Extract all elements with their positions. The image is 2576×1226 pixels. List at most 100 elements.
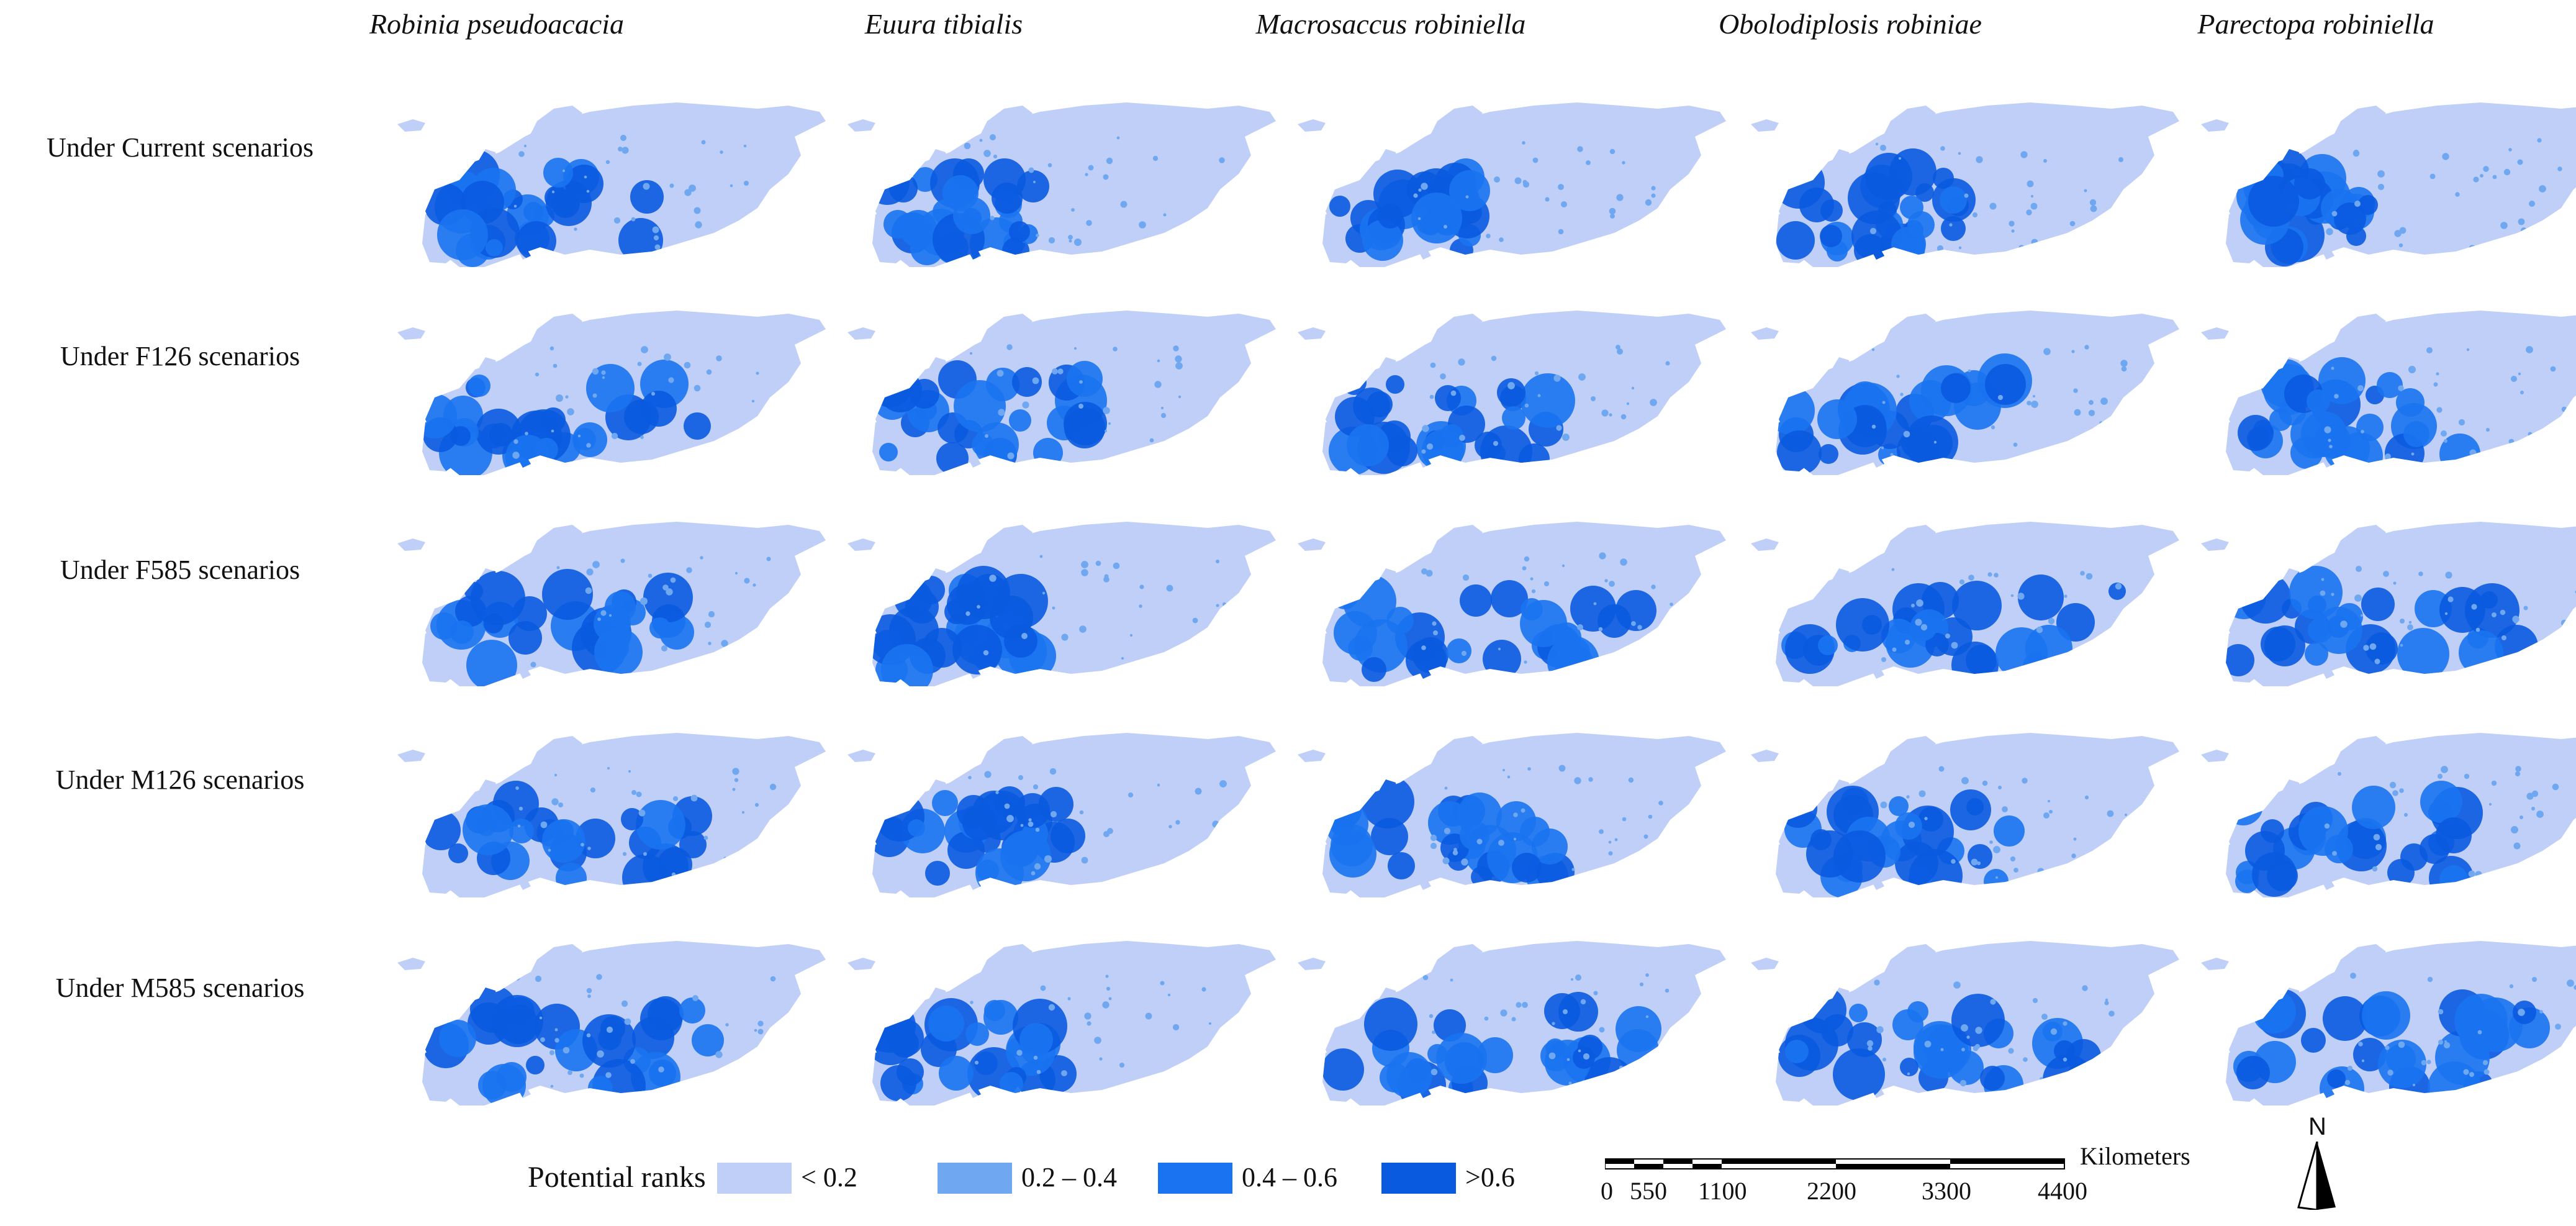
row-label-current: Under Current scenarios bbox=[46, 132, 314, 163]
high-suitability-patch bbox=[605, 637, 629, 660]
high-suitability-patch bbox=[1347, 424, 1389, 466]
suitability-speck bbox=[694, 384, 701, 392]
suitability-speck bbox=[608, 614, 612, 617]
high-suitability-patch bbox=[1521, 373, 1575, 428]
high-suitability-patch bbox=[2261, 819, 2284, 843]
high-suitability-patch bbox=[952, 625, 1002, 674]
high-suitability-patch bbox=[928, 1006, 964, 1042]
suitability-speck bbox=[2120, 360, 2128, 367]
high-suitability-patch bbox=[2323, 996, 2367, 1041]
suitability-speck bbox=[1915, 619, 1922, 626]
suitability-speck bbox=[631, 217, 636, 222]
suitability-speck bbox=[1628, 777, 1634, 783]
eurasia-map bbox=[1298, 102, 1726, 267]
suitability-speck bbox=[611, 432, 618, 440]
suitability-speck bbox=[2556, 242, 2562, 248]
scandinavia-landmass bbox=[525, 106, 582, 165]
suitability-speck bbox=[1940, 1048, 1944, 1051]
suitability-speck bbox=[2408, 366, 2416, 373]
high-suitability-patch bbox=[1933, 168, 1954, 189]
suitability-speck bbox=[1028, 821, 1034, 827]
suitability-speck bbox=[723, 856, 727, 860]
suitability-speck bbox=[1020, 824, 1024, 827]
legend-label-02-04: 0.2 – 0.4 bbox=[1021, 1162, 1117, 1192]
suitability-speck bbox=[2383, 571, 2389, 577]
suitability-speck bbox=[592, 393, 597, 398]
suitability-speck bbox=[1609, 413, 1612, 417]
suitability-speck bbox=[638, 809, 646, 817]
high-suitability-patch bbox=[1388, 852, 1415, 879]
suitability-speck bbox=[1513, 812, 1518, 817]
suitability-speck bbox=[766, 556, 771, 561]
high-suitability-patch bbox=[497, 1062, 526, 1092]
suitability-speck bbox=[2127, 646, 2131, 650]
suitability-speck bbox=[1079, 380, 1083, 384]
suitability-speck bbox=[985, 434, 988, 438]
suitability-speck bbox=[1645, 1015, 1649, 1019]
suitability-speck bbox=[550, 1084, 554, 1088]
suitability-speck bbox=[1530, 577, 1534, 581]
high-suitability-patch bbox=[1009, 221, 1030, 242]
suitability-speck bbox=[2518, 218, 2525, 225]
suitability-speck bbox=[2064, 594, 2068, 598]
suitability-speck bbox=[1048, 237, 1055, 244]
suitability-speck bbox=[2492, 175, 2497, 179]
suitability-speck bbox=[525, 432, 528, 435]
suitability-speck bbox=[2436, 372, 2439, 376]
suitability-speck bbox=[2501, 635, 2506, 640]
suitability-speck bbox=[2033, 395, 2035, 397]
high-suitability-patch bbox=[2226, 644, 2254, 676]
suitability-speck bbox=[1522, 181, 1530, 188]
suitability-speck bbox=[2418, 571, 2423, 576]
suitability-speck bbox=[1968, 369, 1971, 373]
suitability-speck bbox=[2444, 1040, 2447, 1043]
suitability-speck bbox=[2443, 1042, 2451, 1049]
suitability-speck bbox=[1622, 161, 1625, 165]
suitability-speck bbox=[2392, 790, 2398, 796]
suitability-speck bbox=[2377, 170, 2385, 178]
suitability-speck bbox=[2027, 180, 2034, 188]
suitability-speck bbox=[1911, 604, 1915, 607]
high-suitability-patch bbox=[872, 999, 916, 1053]
high-suitability-patch bbox=[925, 861, 950, 886]
high-suitability-patch bbox=[2269, 409, 2292, 431]
suitability-speck bbox=[1048, 1004, 1055, 1011]
high-suitability-patch bbox=[1895, 812, 1922, 840]
suitability-speck bbox=[1599, 829, 1604, 834]
suitability-speck bbox=[1543, 581, 1550, 587]
scale-tick-3300: 3300 bbox=[1922, 1177, 1971, 1205]
suitability-speck bbox=[1599, 1027, 1605, 1033]
suitability-speck bbox=[1665, 657, 1668, 660]
suitability-speck bbox=[2444, 612, 2448, 615]
suitability-speck bbox=[2537, 138, 2542, 143]
suitability-speck bbox=[1651, 193, 1656, 198]
great-britain-landmass bbox=[2282, 779, 2302, 819]
high-suitability-patch bbox=[2066, 1039, 2101, 1074]
suitability-speck bbox=[640, 597, 648, 605]
suitability-speck bbox=[2092, 860, 2095, 864]
suitability-speck bbox=[1563, 1009, 1568, 1014]
suitability-speck bbox=[620, 135, 626, 141]
suitability-speck bbox=[2324, 823, 2330, 829]
suitability-speck bbox=[1172, 1024, 1180, 1031]
suitability-speck bbox=[2372, 866, 2378, 872]
suitability-speck bbox=[2334, 394, 2339, 399]
high-suitability-patch bbox=[574, 428, 596, 450]
suitability-speck bbox=[1951, 642, 1958, 649]
suitability-speck bbox=[1609, 207, 1616, 215]
high-suitability-patch bbox=[1502, 406, 1525, 430]
suitability-speck bbox=[1920, 624, 1928, 631]
suitability-speck bbox=[2500, 222, 2508, 229]
eurasia-map bbox=[1298, 941, 1726, 1106]
suitability-speck bbox=[1476, 838, 1483, 845]
suitability-speck bbox=[1578, 1049, 1581, 1053]
high-suitability-patch bbox=[1342, 370, 1367, 395]
suitability-speck bbox=[2050, 1028, 2058, 1035]
suitability-speck bbox=[2008, 1048, 2014, 1054]
high-suitability-patch bbox=[439, 1020, 476, 1057]
suitability-speck bbox=[2560, 619, 2568, 627]
suitability-speck bbox=[643, 852, 647, 856]
suitability-speck bbox=[2400, 619, 2405, 624]
suitability-speck bbox=[549, 1050, 554, 1055]
suitability-speck bbox=[2101, 442, 2108, 449]
